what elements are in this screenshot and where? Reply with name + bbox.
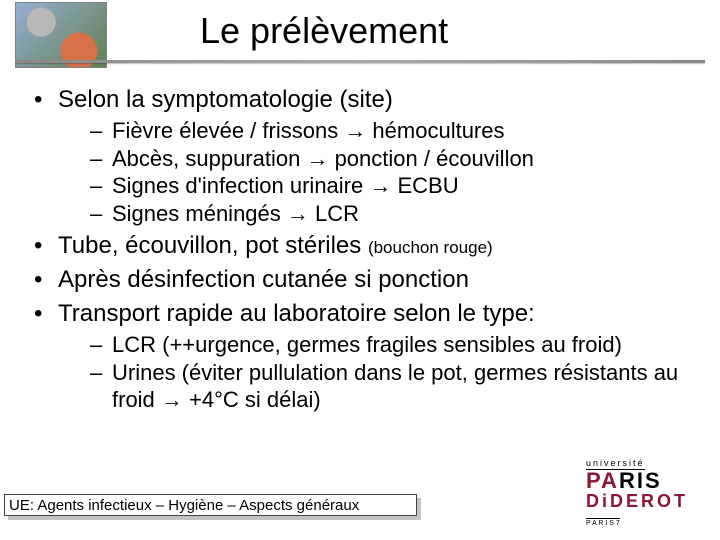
title-underline — [15, 60, 705, 63]
content-area: Selon la symptomatologie (site) Fièvre é… — [30, 85, 700, 418]
bullet-text: Transport rapide au laboratoire selon le… — [58, 300, 535, 327]
bullet-text: Tube, écouvillon, pot stériles — [58, 232, 368, 259]
university-logo: université PARIS DiDEROT P A R I S 7 — [586, 453, 706, 530]
logo-paris-red: PA — [586, 468, 619, 493]
logo-diderot: DiDEROT — [586, 491, 688, 511]
slide: Le prélèvement Selon la symptomatologie … — [0, 0, 720, 540]
sub-bullet-item: Urines (éviter pullulation dans le pot, … — [58, 359, 700, 414]
footer-text: UE: Agents infectieux – Hygiène – Aspect… — [4, 494, 417, 516]
logo-subtext: P A R I S 7 — [586, 518, 620, 527]
slide-title: Le prélèvement — [200, 10, 448, 52]
bullet-text: Selon la symptomatologie (site) — [58, 86, 393, 113]
title-bar: Le prélèvement — [0, 0, 720, 68]
sub-bullet-item: LCR (++urgence, germes fragiles sensible… — [58, 331, 700, 359]
bullet-paren: (bouchon rouge) — [368, 238, 493, 257]
sub-bullet-item: Signes d'infection urinaire → ECBU — [58, 172, 700, 200]
logo-paris: PARIS — [586, 468, 662, 493]
bullet-item: Selon la symptomatologie (site) Fièvre é… — [30, 85, 700, 227]
bullet-list: Selon la symptomatologie (site) Fièvre é… — [30, 85, 700, 414]
bullet-item: Tube, écouvillon, pot stériles (bouchon … — [30, 231, 700, 261]
sub-bullet-list: LCR (++urgence, germes fragiles sensible… — [58, 331, 700, 414]
sub-bullet-item: Signes méningés → LCR — [58, 200, 700, 228]
sub-bullet-list: Fièvre élevée / frissons → hémocultures … — [58, 117, 700, 227]
bullet-item: Après désinfection cutanée si ponction — [30, 265, 700, 295]
footer-bar: UE: Agents infectieux – Hygiène – Aspect… — [4, 494, 424, 522]
sub-bullet-item: Abcès, suppuration → ponction / écouvill… — [58, 145, 700, 173]
sub-bullet-item: Fièvre élevée / frissons → hémocultures — [58, 117, 700, 145]
bullet-item: Transport rapide au laboratoire selon le… — [30, 299, 700, 414]
logo-paris-black: RIS — [619, 468, 662, 493]
title-thumbnail-image — [15, 2, 107, 68]
